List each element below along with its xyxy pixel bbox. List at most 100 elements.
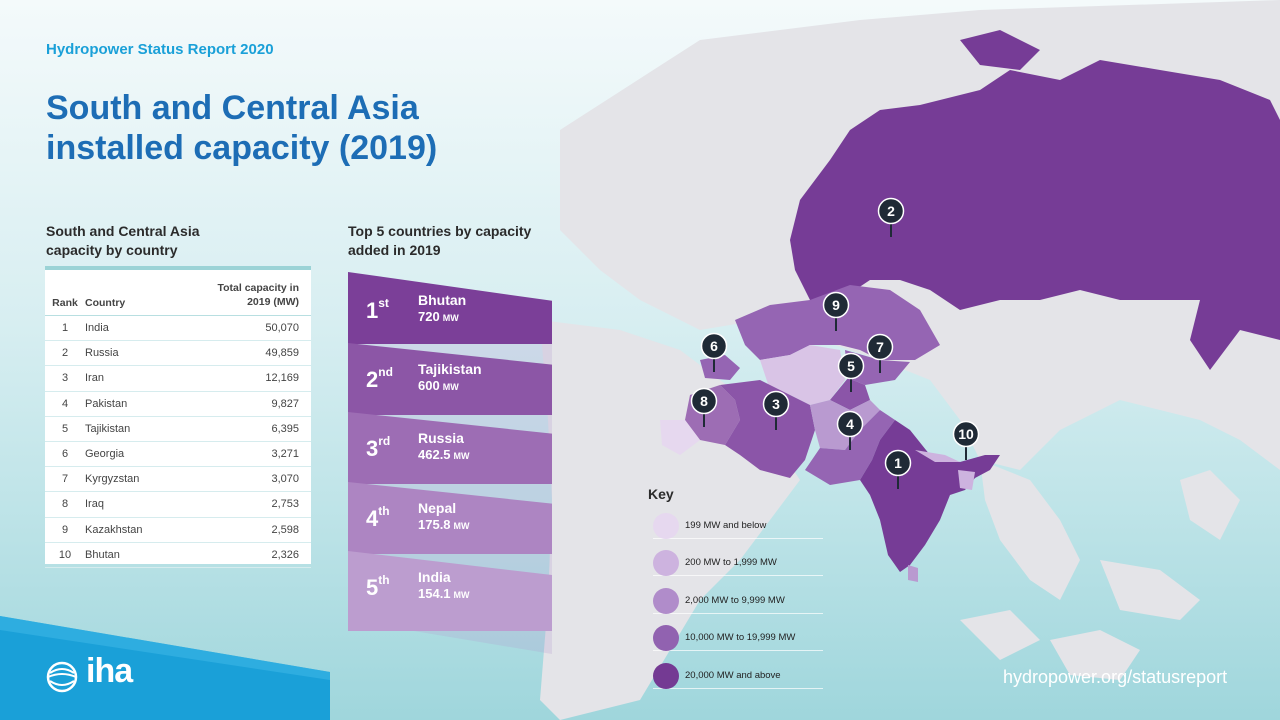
page-title: South and Central Asia installed capacit… [46, 89, 438, 167]
region-nepal [915, 450, 960, 462]
region-bangladesh [958, 470, 975, 490]
capacity-cell: 50,070 [265, 322, 299, 335]
key-swatch [653, 588, 679, 614]
table-body: 1 India 50,070 2 Russia 49,859 3 Iran 12,169 4 Pak… [45, 316, 311, 568]
region-iran [720, 380, 815, 478]
table-row: 4 Pakistan 9,827 [45, 392, 311, 417]
top5-value: 462.5 MW [418, 447, 470, 462]
country-cell: India [85, 322, 109, 335]
key-label: 199 MW and below [685, 520, 767, 531]
top5-rank-suffix: st [378, 296, 389, 310]
column-header-capacity: Total capacity in 2019 (MW) [217, 282, 300, 308]
region-sri-lanka [908, 565, 918, 582]
region-russia [790, 60, 1280, 370]
rank-cell: 3 [61, 372, 69, 385]
map-pin-label: 3 [772, 396, 780, 412]
map-pins: 1 2 3 4 5 6 7 8 9 10 [690, 197, 980, 489]
rank-cell: 2 [61, 347, 69, 360]
map-pin-tajikistan: 5 [837, 352, 865, 392]
map-pin-marker [822, 291, 850, 319]
top5-rank: 4th [366, 504, 390, 532]
top5-value-unit: MW [442, 313, 459, 323]
map-pin-iran: 3 [762, 390, 790, 430]
table-row: 5 Tajikistan 6,395 [45, 417, 311, 442]
map-pin-label: 2 [887, 203, 895, 219]
capacity-cell: 12,169 [265, 372, 299, 385]
capacity-cell: 9,827 [271, 397, 299, 410]
map-pin-kazakhstan: 9 [822, 291, 850, 331]
top5-value: 175.8 MW [418, 517, 470, 532]
country-cell: Tajikistan [85, 422, 131, 435]
map-pin-marker [837, 352, 865, 380]
table-row: 8 Iraq 2,753 [45, 492, 311, 518]
rank-cell: 1 [61, 322, 69, 335]
country-cell: Pakistan [85, 397, 128, 410]
map-pin-russia: 2 [877, 197, 905, 237]
key-swatch [653, 550, 679, 576]
map-pin-marker [836, 410, 864, 438]
top5-rank: 1st [366, 296, 389, 324]
key-swatch [653, 625, 679, 651]
region-middle-east-light [660, 420, 700, 455]
region-russia-north [960, 30, 1040, 70]
top5-rank: 2nd [366, 365, 393, 393]
rank-cell: 7 [61, 473, 69, 486]
map-pin-marker [952, 420, 980, 448]
capacity-cell: 3,271 [271, 448, 299, 461]
map-pin-kyrgyzstan: 7 [866, 333, 894, 373]
map-pin-label: 1 [894, 455, 902, 471]
report-label: Hydropower Status Report 2020 [46, 41, 274, 58]
map-pin-bhutan: 10 [952, 420, 980, 460]
top5-country: Bhutan [418, 292, 467, 308]
capacity-cell: 6,395 [271, 422, 299, 435]
top5-value-number: 600 [418, 378, 440, 393]
map-pin-marker [884, 449, 912, 477]
map-pin-marker [877, 197, 905, 225]
map-pin-marker [866, 333, 894, 361]
key-item: 199 MW and below [653, 513, 823, 539]
country-cell: Bhutan [85, 548, 120, 561]
top5-rank: 5th [366, 573, 390, 601]
key-item: 200 MW to 1,999 MW [653, 550, 823, 576]
table-row: 3 Iran 12,169 [45, 366, 311, 392]
map-pin-label: 5 [847, 358, 855, 374]
table-row: 2 Russia 49,859 [45, 341, 311, 367]
key-item: 2,000 MW to 9,999 MW [653, 588, 823, 614]
top5-country: Tajikistan [418, 361, 482, 377]
region-tajikistan [830, 378, 870, 410]
table-row: 1 India 50,070 [45, 316, 311, 342]
top5-value-number: 175.8 [418, 517, 451, 532]
rank-cell: 8 [61, 498, 69, 511]
region-central-light [760, 345, 845, 405]
top5-value-number: 154.1 [418, 586, 451, 601]
top5-country: Russia [418, 430, 464, 446]
top5-value-number: 462.5 [418, 447, 451, 462]
top5-rank-number: 2 [366, 367, 379, 392]
map-pin-label: 7 [876, 339, 884, 355]
top5-rank: 3rd [366, 434, 390, 462]
top5-rank-suffix: th [378, 504, 390, 518]
key-label: 200 MW to 1,999 MW [685, 557, 777, 568]
top5-value-unit: MW [453, 590, 470, 600]
top5-value-unit: MW [442, 382, 459, 392]
top5-rank-number: 1 [366, 298, 379, 323]
top5-value: 720 MW [418, 309, 459, 324]
rank-cell: 10 [58, 548, 72, 561]
map-pin-india: 1 [884, 449, 912, 489]
column-header-country: Country [85, 297, 126, 309]
footer-url[interactable]: hydropower.org/statusreport [1003, 667, 1228, 687]
map-pin-marker [700, 332, 728, 360]
key-item: 10,000 MW to 19,999 MW [653, 625, 823, 651]
capacity-cell: 2,598 [271, 523, 299, 536]
top5-value-unit: MW [453, 521, 470, 531]
capacity-cell: 49,859 [265, 347, 299, 360]
map-pin-marker [690, 387, 718, 415]
region-caucasus [700, 355, 740, 380]
capacity-cell: 3,070 [271, 473, 299, 486]
map-pin-label: 9 [832, 297, 840, 313]
country-cell: Kazakhstan [85, 523, 143, 536]
key-label: 20,000 MW and above [685, 670, 781, 681]
map-pin-label: 8 [700, 393, 708, 409]
map-pin-label: 6 [710, 338, 718, 354]
